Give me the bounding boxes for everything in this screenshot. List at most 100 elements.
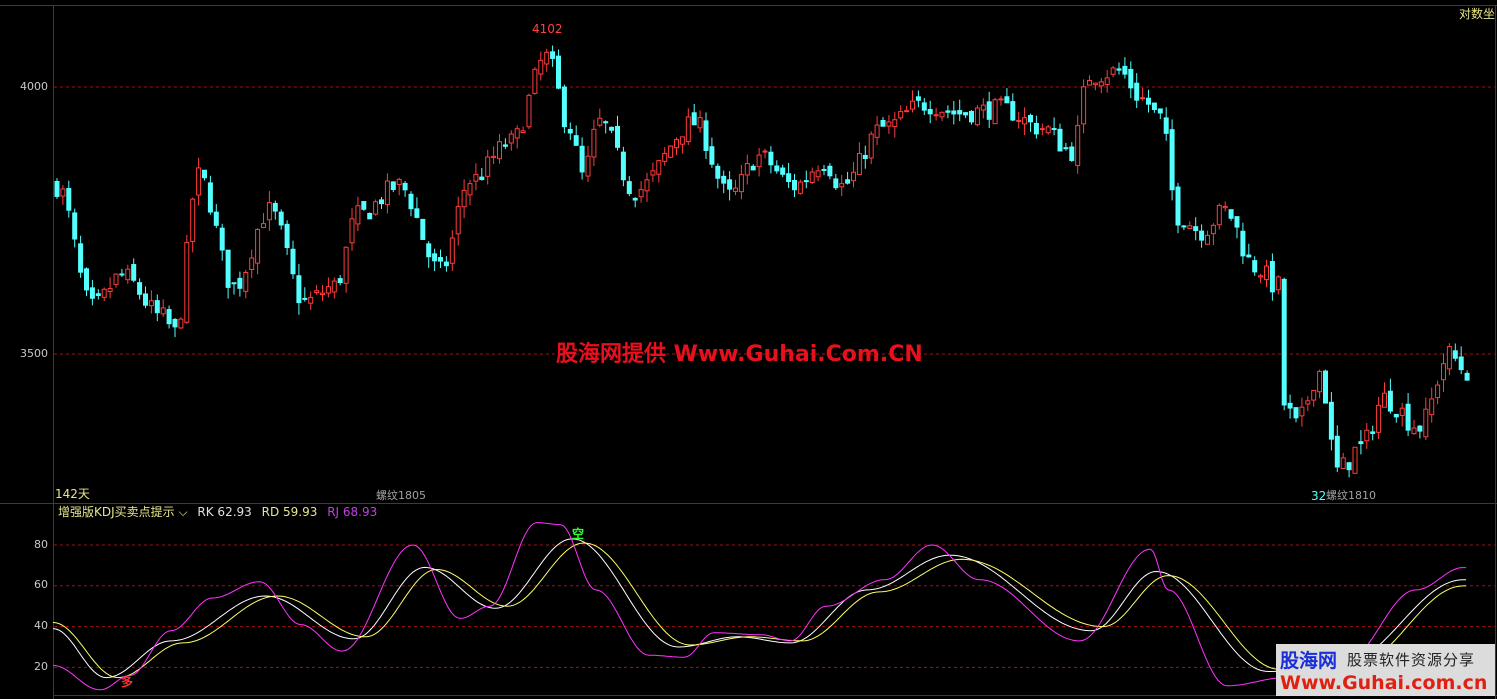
candle-down [231,282,237,285]
candle-down [821,168,827,171]
candle-down [284,223,290,248]
candle-down [986,101,992,120]
candle-down [202,169,207,179]
candle-down [54,180,60,197]
candle-up [839,183,845,188]
candle-up [308,296,314,304]
days-label: 142天 [55,487,90,501]
candle-up [650,170,656,176]
candle-down [561,86,567,128]
kdj-tick-80: 80 [34,538,48,551]
candle-up [1016,119,1022,122]
candle-down [72,212,78,240]
candle-down [1051,128,1057,131]
candle-down [957,110,963,115]
candle-up [343,246,349,284]
candle-up [892,119,898,128]
candle-down [1370,431,1376,434]
candlestick-series [54,45,1470,478]
candle-up [1305,400,1311,405]
candle-up [815,170,821,178]
candle-down [166,309,172,325]
candle-down [1387,390,1393,412]
y-tick-3500: 3500 [20,347,48,360]
candle-up [1299,406,1305,417]
candle-down [1069,146,1075,161]
candle-up [113,273,119,285]
candle-down [119,273,125,276]
candle-down [443,261,449,267]
candle-down [131,264,137,281]
candle-down [290,248,296,275]
candle-up [1376,404,1382,433]
candle-up [1311,389,1317,401]
candle-down [1004,96,1010,104]
candle-down [95,293,101,296]
candle-down [691,112,697,126]
candle-down [502,144,508,147]
candle-down [1405,403,1411,431]
candle-down [1246,254,1252,258]
candle-down [1281,278,1287,406]
scale-mode-label[interactable]: 对数坐 [1458,7,1495,21]
candle-up [644,179,650,192]
candle-down [951,110,957,115]
candle-up [190,198,196,242]
watermark: 股海网提供 Www.Guhai.Com.CN [556,342,923,367]
candle-up [349,218,355,244]
candle-up [1423,408,1429,438]
logo-url: Www.Guhai.com.cn [1280,672,1488,694]
candle-down [556,55,561,89]
candle-up [1140,97,1146,100]
candle-up [526,94,532,128]
candle-up [1104,77,1110,85]
candle-down [302,297,308,300]
candle-down [296,275,302,304]
candle-up [898,111,904,119]
rj-value: RJ 68.93 [327,505,378,519]
candle-up [178,318,184,329]
candle-up [1075,125,1081,166]
candle-up [1187,225,1193,229]
candle-down [390,181,396,191]
candle-up [874,124,880,138]
candle-up [904,110,910,113]
candle-up [325,286,331,294]
contract-label-1805: 螺纹1805 [376,489,426,502]
candle-up [485,156,491,177]
candle-up [544,51,550,65]
candle-up [662,152,668,162]
candle-down [137,282,143,295]
candle-down [408,193,414,210]
candle-down [1458,356,1464,371]
candle-down [969,110,974,123]
candle-down [1393,413,1399,418]
candle-down [402,182,408,191]
candle-down [963,112,969,116]
candle-up [461,189,467,208]
candle-down [432,253,438,262]
candle-up [520,130,526,133]
candle-down [1293,407,1299,419]
candle-up [856,152,862,175]
candle-down [845,179,851,184]
candle-down [1010,101,1016,121]
candle-down [1169,129,1175,191]
rd-value: RD 59.93 [261,505,318,519]
indicator-name[interactable]: 增强版KDJ买卖点提示 [58,505,175,519]
candle-down [1122,65,1128,75]
chevron-down-icon[interactable]: ⌵ [174,505,188,519]
candle-up [125,268,131,281]
candle-down [420,218,426,240]
candle-down [915,96,921,101]
candle-down [272,202,278,212]
candle-down [219,227,225,251]
candle-down [862,154,868,159]
candle-up [1264,265,1269,281]
candle-up [656,160,662,175]
low-price-label: 32 [1311,489,1327,503]
candle-up [591,128,597,158]
candle-up [1098,81,1104,87]
candle-up [809,171,815,183]
candle-up [1092,82,1098,86]
